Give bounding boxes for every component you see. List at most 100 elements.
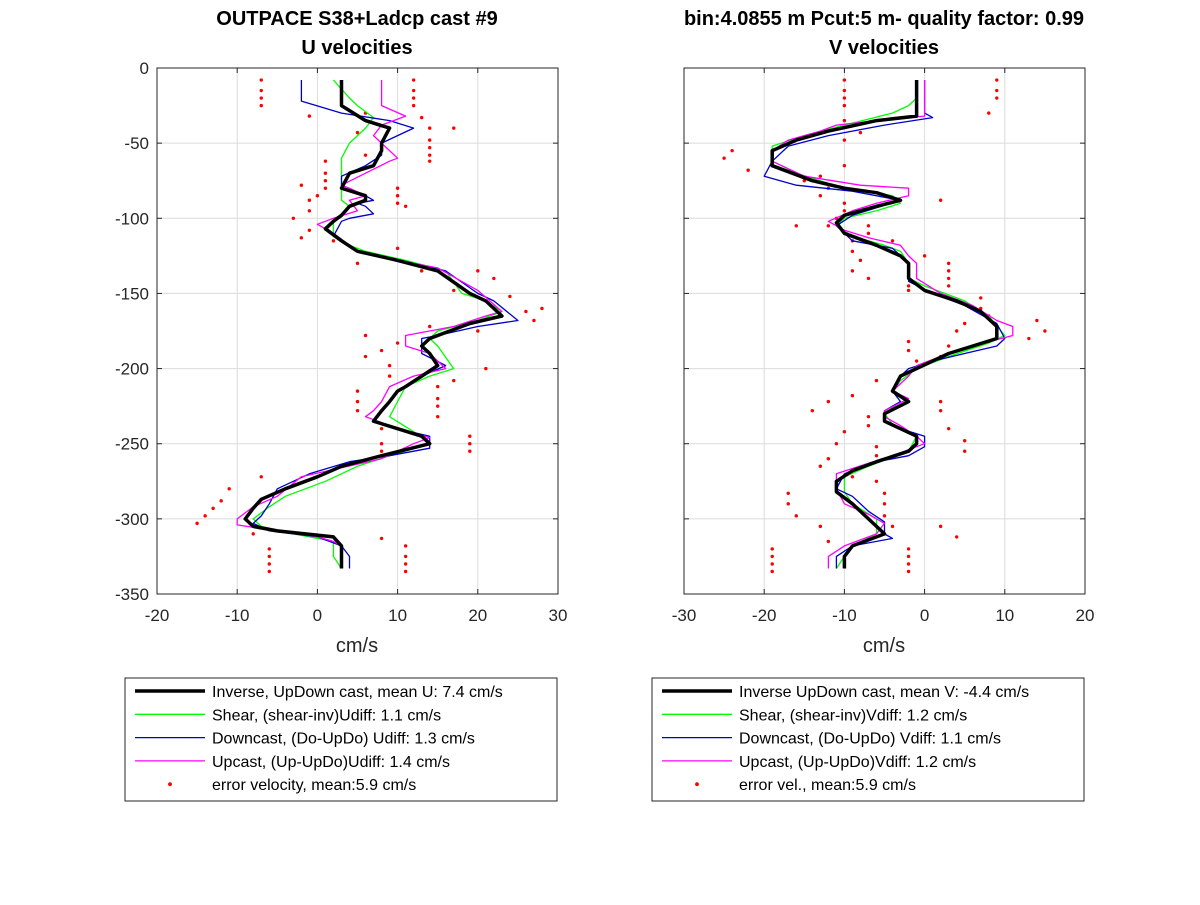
error-point — [411, 103, 416, 108]
error-point — [906, 339, 911, 344]
error-point — [963, 439, 967, 443]
error-point — [436, 414, 440, 419]
x-tick-label: 10 — [388, 606, 407, 625]
y-tick-label: -250 — [115, 435, 149, 454]
error-point — [427, 145, 432, 150]
error-velocity-markers — [195, 78, 544, 574]
error-point — [850, 393, 855, 398]
error-point — [842, 78, 847, 82]
v-ticks: -30 -20 -10 0 10 20 — [672, 67, 1095, 625]
error-point — [850, 249, 855, 254]
x-tick-label: -10 — [225, 606, 250, 625]
error-point — [818, 524, 823, 529]
error-point — [259, 78, 263, 82]
error-point — [938, 408, 943, 413]
error-point — [203, 514, 207, 518]
legend-marker — [695, 782, 699, 787]
error-point — [938, 198, 943, 202]
error-point — [363, 333, 368, 338]
error-point — [476, 269, 480, 273]
error-point — [786, 491, 790, 496]
v-plot-background — [684, 68, 1085, 594]
error-point — [315, 194, 320, 198]
error-point — [307, 114, 312, 118]
error-point — [770, 562, 774, 566]
error-point — [259, 103, 263, 108]
u-ticks: -20 -10 0 10 20 300-50-100-150-200-250-300-35… — [115, 59, 567, 625]
error-point — [1043, 329, 1047, 333]
error-point — [995, 96, 999, 100]
error-point — [259, 88, 263, 93]
error-point — [1035, 318, 1039, 323]
series-line-0 — [243, 80, 504, 569]
error-point — [307, 228, 312, 233]
error-point — [954, 535, 959, 539]
legend-label: Downcast, (Do-UpDo) Vdiff: 1.1 cm/s — [739, 731, 1001, 748]
error-point — [355, 130, 360, 135]
error-point — [874, 479, 879, 483]
error-point — [842, 138, 847, 142]
error-point — [914, 359, 919, 363]
error-point — [259, 475, 263, 479]
error-point — [890, 239, 895, 243]
error-point — [436, 404, 440, 408]
x-tick-label: -20 — [752, 606, 777, 625]
left-title-line2: U velocities — [301, 37, 412, 59]
error-point — [452, 378, 456, 383]
error-point — [842, 88, 847, 93]
error-point — [842, 163, 847, 168]
error-point — [355, 261, 360, 266]
error-point — [906, 569, 911, 574]
error-point — [452, 126, 456, 130]
error-point — [291, 216, 296, 220]
error-point — [468, 449, 472, 453]
error-point — [770, 547, 774, 551]
u-legend-box — [124, 677, 558, 802]
error-point — [379, 426, 384, 431]
error-point — [938, 399, 943, 404]
error-point — [842, 201, 847, 205]
legend-label: Shear, (shear-inv)Vdiff: 1.2 cm/s — [739, 707, 967, 724]
error-point — [746, 168, 750, 172]
error-point — [299, 183, 304, 187]
error-point — [874, 445, 879, 449]
error-point — [395, 201, 400, 205]
legend-label: Shear, (shear-inv)Udiff: 1.1 cm/s — [212, 707, 441, 724]
error-point — [818, 464, 823, 468]
error-point — [468, 442, 472, 446]
x-tick-label: 20 — [1076, 606, 1095, 625]
error-point — [427, 126, 432, 130]
error-point — [379, 442, 384, 446]
error-point — [379, 536, 384, 541]
series-line-2 — [763, 80, 1006, 569]
error-point — [540, 306, 544, 311]
error-point — [363, 354, 368, 359]
right-title-line2: V velocities — [829, 37, 939, 59]
error-point — [403, 569, 408, 574]
error-point — [419, 115, 424, 120]
error-point — [866, 276, 871, 281]
series-line-0 — [770, 80, 999, 569]
x-tick-label: 0 — [920, 606, 929, 625]
error-point — [770, 569, 774, 574]
error-point — [946, 261, 951, 266]
error-point — [842, 96, 847, 100]
error-point — [882, 514, 887, 518]
error-point — [403, 544, 408, 548]
error-point — [818, 194, 823, 198]
error-point — [395, 341, 400, 345]
y-tick-label: -300 — [115, 510, 149, 529]
error-point — [866, 423, 871, 428]
error-point — [267, 554, 271, 559]
error-point — [427, 138, 432, 142]
error-point — [532, 318, 536, 323]
error-point — [842, 209, 847, 213]
x-tick-label: 10 — [995, 606, 1014, 625]
v-velocity-panel: -30 -20 -10 0 10 20 cm/s — [672, 67, 1095, 657]
error-point — [906, 547, 911, 551]
error-point — [946, 269, 951, 273]
y-tick-label: -100 — [115, 209, 149, 228]
y-tick-label: -200 — [115, 360, 149, 379]
error-point — [419, 269, 424, 273]
error-point — [355, 408, 360, 413]
